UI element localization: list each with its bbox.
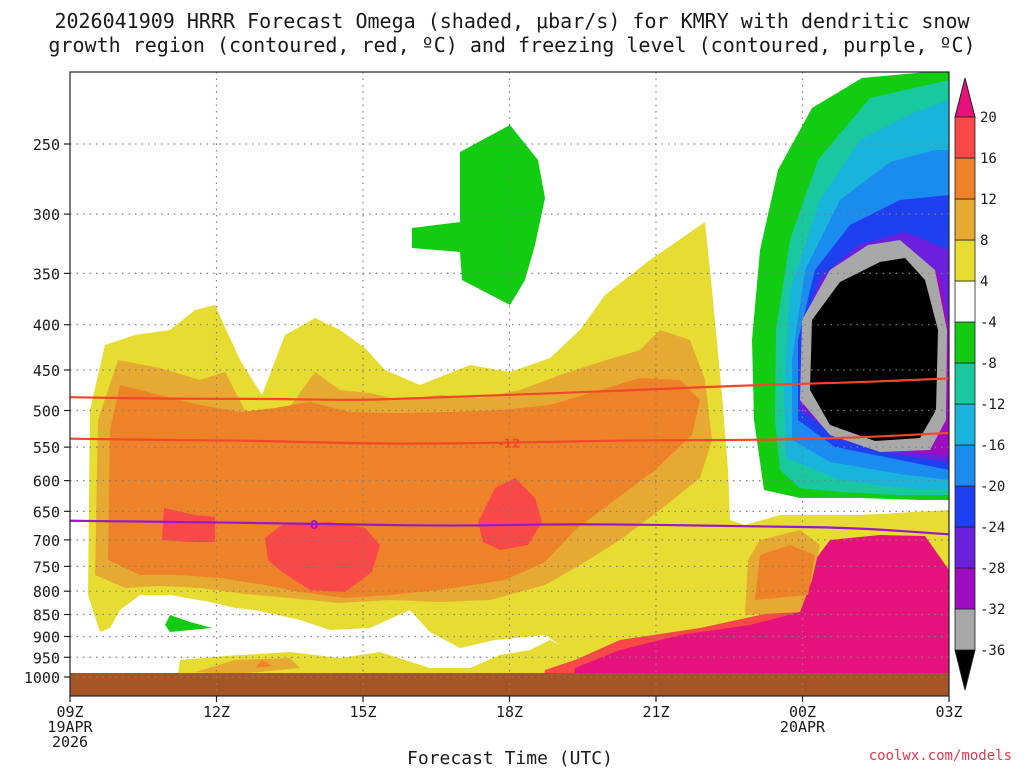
colorbar-bin	[954, 198, 976, 241]
y-tick-label: 900	[33, 628, 60, 646]
x-tick-label: 19APR	[47, 718, 93, 736]
omega-contour-neg36	[810, 258, 938, 441]
colorbar-label: -32	[980, 602, 1005, 618]
y-axis: 250 300 350 400 450 500 550 600 650 700 750 800 850 9…	[24, 136, 70, 687]
x-tick-label: 15Z	[349, 703, 376, 721]
y-tick-label: 600	[33, 473, 60, 491]
credit-text: coolwx.com/models	[869, 748, 1012, 764]
colorbar-bin	[954, 116, 976, 159]
colorbar-label: -16	[980, 438, 1005, 454]
omega-contour-neg4-top	[412, 125, 545, 305]
x-tick-label: 2026	[52, 733, 88, 751]
colorbar-label: -4	[980, 315, 997, 331]
omega-contour-16-mid	[755, 545, 815, 600]
colorbar-label: 4	[980, 274, 988, 290]
y-tick-label: 450	[33, 362, 60, 380]
colorbar-label: -28	[980, 561, 1005, 577]
colorbar-label: -24	[980, 520, 1005, 536]
colorbar-bin	[954, 157, 976, 200]
y-tick-label: 850	[33, 607, 60, 625]
contour-line-2	[69, 519, 950, 536]
colorbar-top-arrow	[954, 77, 976, 118]
omega-contour-20	[570, 535, 949, 696]
y-tick-label: 300	[33, 206, 60, 224]
y-tick-label: 550	[33, 439, 60, 457]
y-tick-label: 950	[33, 649, 60, 667]
chart-title-line-1: 2026041909 HRRR Forecast Omega (shaded, …	[54, 9, 970, 33]
colorbar-bin	[954, 485, 976, 528]
omega-contour-neg4-low	[165, 615, 212, 632]
x-tick-label: 00Z	[789, 703, 816, 721]
y-tick-label: 400	[33, 317, 60, 335]
contour-lines: -12 0	[69, 377, 950, 536]
colorbar-label: -12	[980, 397, 1005, 413]
colorbar-bottom-arrow	[954, 649, 976, 691]
colorbar-bin	[954, 239, 976, 282]
colorbar-bin	[954, 567, 976, 610]
y-tick-label: 650	[33, 503, 60, 521]
omega-contour-low-blip	[195, 658, 300, 674]
colorbar-bin	[954, 280, 976, 323]
colorbar: 20 16 12 8 4 -4 -8 -12 -16 -20 -24 -28 -32 -36	[954, 77, 1005, 691]
colorbar-label: -20	[980, 479, 1005, 495]
colorbar-label: 8	[980, 233, 988, 249]
y-tick-label: 800	[33, 583, 60, 601]
omega-contour-16-b	[265, 522, 380, 592]
x-tick-label: 03Z	[935, 703, 962, 721]
colorbar-label: -36	[980, 643, 1005, 659]
omega-contour-12	[108, 378, 700, 598]
colorbar-bin	[954, 403, 976, 446]
y-tick-label: 250	[33, 136, 60, 154]
colorbar-bin	[954, 526, 976, 569]
x-tick-label: 20APR	[780, 718, 826, 736]
grid-lines	[70, 72, 949, 696]
y-tick-label: 500	[33, 403, 60, 421]
omega-shading	[88, 72, 949, 696]
omega-contour-16-a	[162, 508, 215, 542]
contour-label: 0	[310, 518, 318, 532]
colorbar-bin	[954, 321, 976, 364]
colorbar-bin	[954, 608, 976, 651]
colorbar-bin	[954, 362, 976, 405]
x-tick-label: 12Z	[203, 703, 230, 721]
colorbar-label: 16	[980, 151, 997, 167]
colorbar-label: -8	[980, 356, 997, 372]
x-tick-label: 09Z	[56, 703, 83, 721]
y-tick-label: 1000	[24, 669, 60, 687]
y-tick-label: 700	[33, 532, 60, 550]
x-tick-label: 18Z	[496, 703, 523, 721]
y-tick-label: 750	[33, 558, 60, 576]
x-axis-label: Forecast Time (UTC)	[407, 748, 613, 768]
colorbar-bin	[954, 444, 976, 487]
chart-title-line-2: growth region (contoured, red, ºC) and f…	[48, 33, 975, 57]
x-tick-label: 21Z	[642, 703, 669, 721]
y-tick-label: 350	[33, 265, 60, 283]
colorbar-label: 12	[980, 192, 997, 208]
omega-contour-low-blip2	[255, 660, 272, 668]
contour-line-1	[69, 431, 950, 445]
contour-label: -12	[499, 437, 521, 451]
colorbar-label: 20	[980, 110, 997, 126]
contour-line-0	[69, 377, 950, 401]
